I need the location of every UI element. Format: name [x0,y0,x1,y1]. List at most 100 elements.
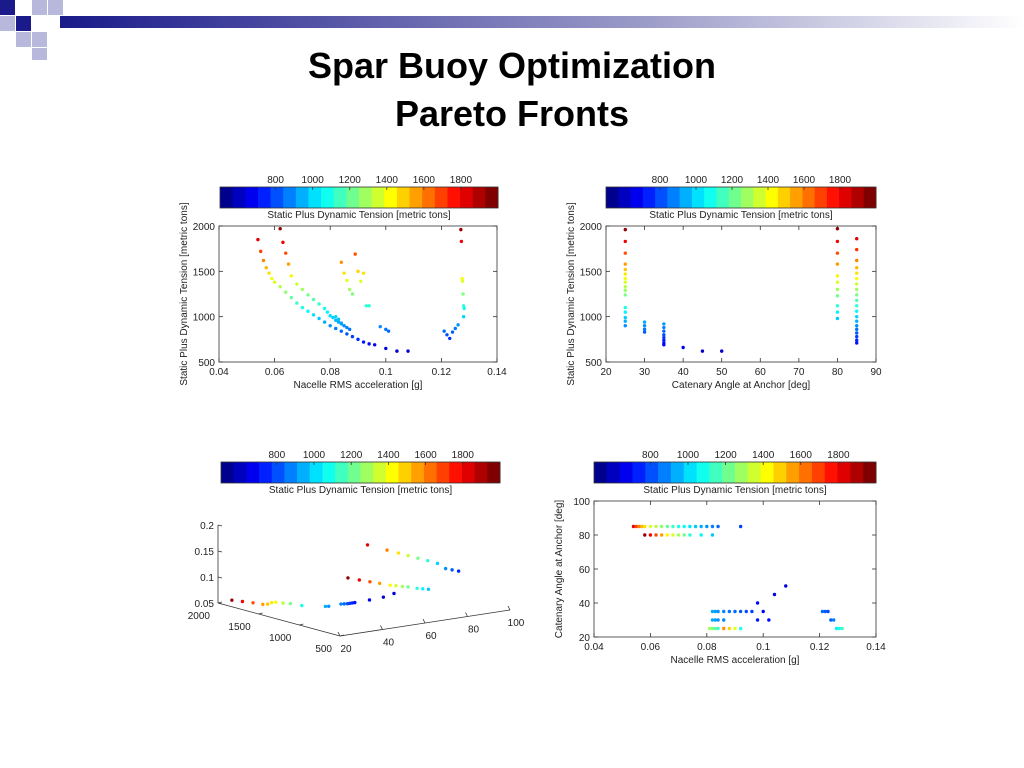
colorbar-swatch [346,187,360,208]
chart4-x-tick-label: 0.12 [810,642,830,653]
chart1-point [334,318,338,322]
colorbar-swatch [335,462,349,483]
chart4-point [722,618,726,622]
chart2-point [623,310,627,314]
chart4-point [637,524,641,529]
colorbar-swatch [411,462,425,483]
chart3-axis1-tick-label: 20 [340,644,352,655]
chart4-point [733,626,737,631]
chart1-point [261,258,266,263]
colorbar-swatch [359,187,373,208]
colorbar-swatch [472,187,486,208]
chart4-point [710,609,715,614]
chart4-point [716,524,720,529]
chart4-point [767,618,771,622]
colorbar-tick-label: 800 [652,175,669,186]
chart4-point [654,533,658,537]
chart4-point [707,626,712,631]
colorbar-swatch [398,462,412,483]
chart2-point [855,324,859,328]
chart2-point [623,239,627,244]
chart1-point [461,292,465,296]
chart1-point [395,349,399,353]
colorbar-tick-label: 1800 [829,175,852,186]
chart2-point [855,331,859,335]
chart2-point [700,349,705,353]
chart1-point [406,349,410,353]
chart4-x-tick-label: 0.04 [584,642,604,653]
colorbar-tick-label: 1600 [413,175,436,186]
chart3-point [365,543,370,547]
chart2-point [642,324,647,328]
chart2-point [835,239,840,244]
chart2-point [623,262,627,266]
chart3-axis2-tick-label: 2000 [188,611,211,622]
chart4-point [631,524,636,529]
chart2-x-tick-label: 80 [832,367,844,378]
chart1-point [372,343,377,347]
chart3-point [261,602,265,607]
chart4-point [750,609,754,614]
chart3-axis2-tick-label: 1000 [269,633,292,644]
chart3-axis1-tick-label: 100 [508,618,525,629]
colorbar-tick-label: 1200 [340,450,363,461]
colorbar-swatch [220,187,234,208]
chart4-point [665,533,670,537]
chart4-point [643,524,647,529]
chart2-point [855,334,859,339]
chart2-point [855,282,859,286]
chart2-point [855,341,859,345]
chart1-point [284,251,288,255]
colorbar-tick-label: 1200 [714,450,737,461]
colorbar-swatch [709,462,723,483]
chart2-point [623,251,627,255]
chart2-point [835,280,840,284]
chart1-x-tick-label: 0.04 [209,367,229,378]
chart3-point [300,603,304,608]
chart1-point [328,324,332,328]
colorbar-swatch [434,187,448,208]
colorbar-swatch [606,187,619,208]
chart4-point [716,609,720,614]
colorbar-swatch [308,187,322,208]
chart2-point [662,335,666,340]
chart2-point [623,280,627,284]
chart3-point [394,584,398,588]
chart2-point [835,262,840,266]
colorbar-swatch [333,187,347,208]
chart1-point [450,330,455,334]
colorbar-swatch [284,462,298,483]
colorbar-swatch [850,462,864,483]
chart2-point [835,251,840,255]
chart3-point [425,558,430,563]
chart1-point [286,262,291,266]
colorbar-swatch [786,462,800,483]
chart1-x-tick-label: 0.14 [487,367,507,378]
chart1-point [350,292,355,296]
chart3-axis1-tick [465,612,468,617]
chart4-point [634,524,638,529]
chart4-point [699,533,703,537]
colorbar-swatch [802,187,816,208]
chart4-point [738,609,743,614]
chart4-point [705,524,709,529]
chart1-point [367,304,371,308]
chart1-point [311,313,316,317]
chart4-y-axis-label: Catenary Angle at Anchor [deg] [554,500,565,639]
chart1-point [334,314,338,319]
colorbar-swatch [295,187,309,208]
chart2-point [623,293,627,297]
chart3-z-tick-label: 0.05 [195,599,215,610]
chart1-point [361,271,366,275]
colorbar-tick-label: 1400 [757,175,780,186]
chart2-plot: 20 30 40 50 60 70 80 90 500 1000 1500 2000 Catenary … [566,202,882,391]
chart2-point [835,304,840,308]
chart4-point [713,618,717,622]
chart1-point [289,295,293,300]
chart1-point [345,278,349,283]
chart1-x-tick-label: 0.12 [432,367,452,378]
colorbar-swatch [460,187,474,208]
chart3-axis1-tick [422,618,426,624]
chart1-point [317,302,321,306]
